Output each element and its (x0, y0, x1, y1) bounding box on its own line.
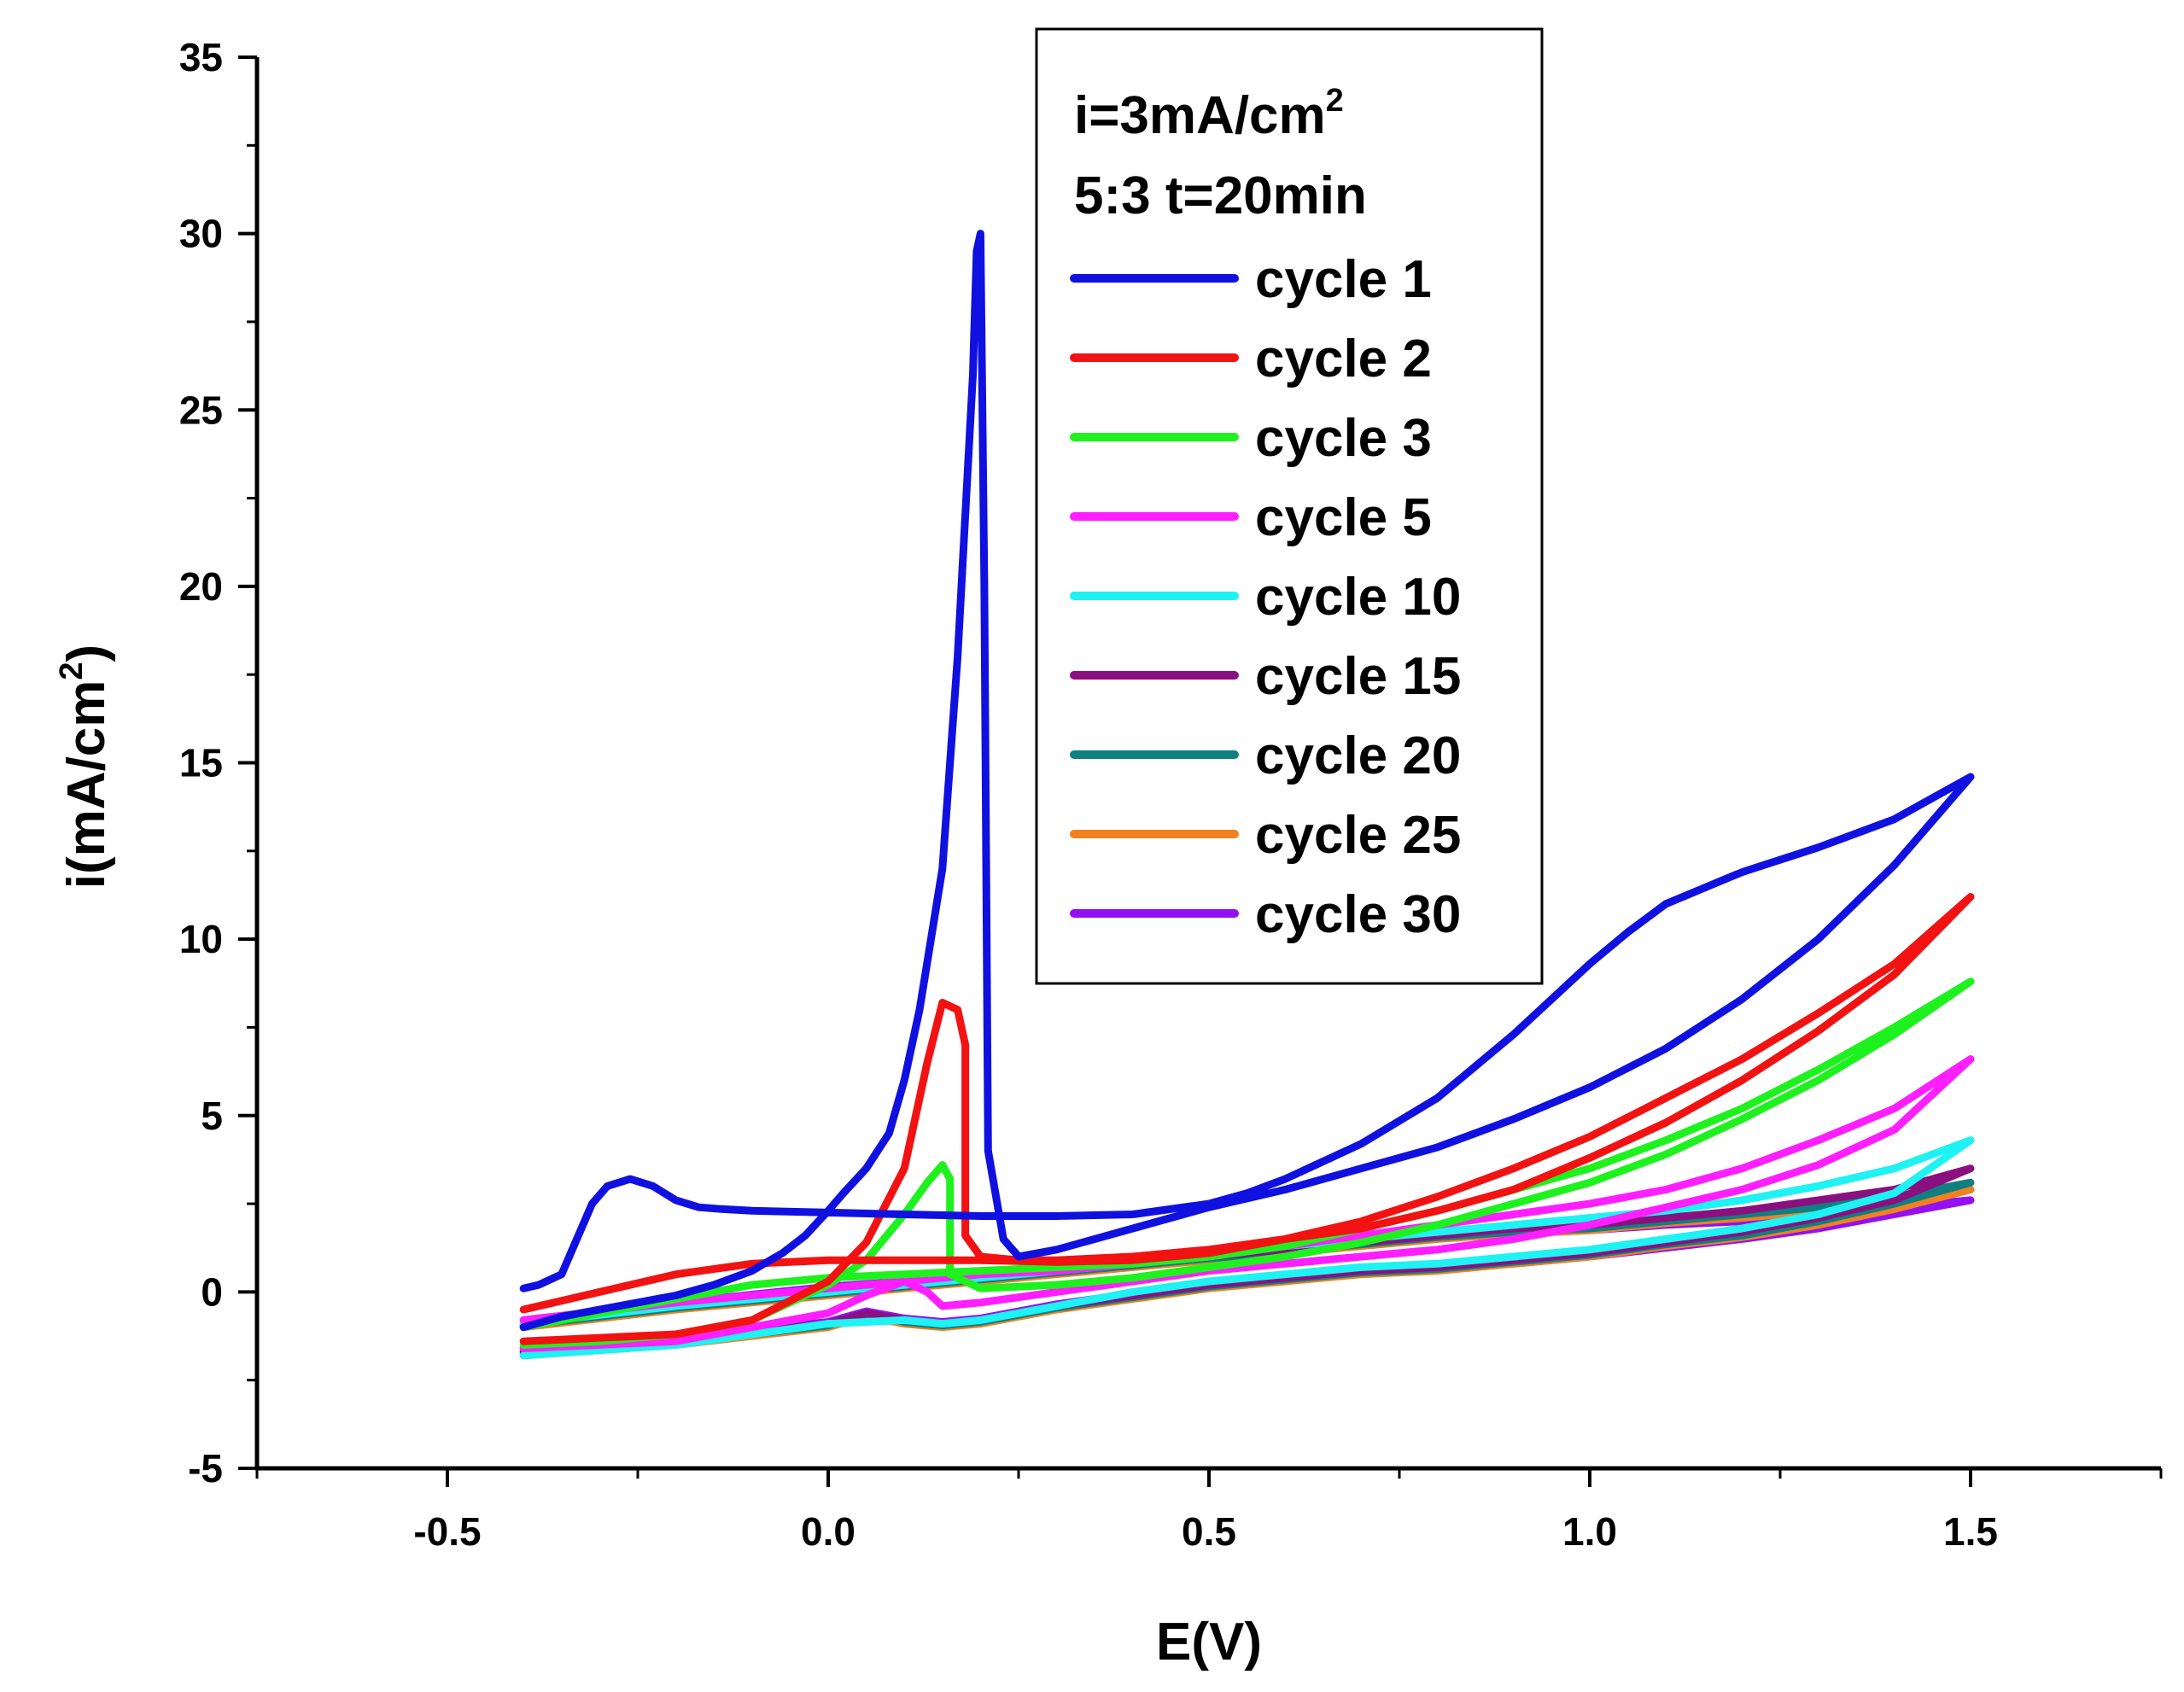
y-axis-title-main: i(mA/cm (57, 680, 116, 890)
y-tick-label: 25 (179, 388, 223, 432)
series-lines (519, 230, 1975, 1360)
legend-label-cycle-25: cycle 25 (1255, 806, 1461, 865)
y-tick-label: 20 (179, 564, 223, 609)
legend-label-cycle-2: cycle 2 (1255, 330, 1432, 388)
series-line-cycle-3 (519, 977, 1975, 1349)
y-axis-title-close: ) (57, 645, 116, 662)
y-axis-title: i(mA/cm2) (54, 645, 116, 889)
x-tick-label: 0.0 (801, 1509, 855, 1554)
legend-label-cycle-20: cycle 20 (1255, 726, 1461, 785)
y-tick-label: 35 (179, 35, 223, 79)
y-tick-label: 10 (179, 917, 223, 961)
y-axis-title-superscript: 2 (54, 662, 90, 680)
legend-label-cycle-3: cycle 3 (1255, 409, 1432, 468)
x-tick-label: 0.5 (1182, 1509, 1236, 1554)
y-tick-label: 15 (179, 741, 223, 785)
x-tick-label: 1.5 (1943, 1509, 1998, 1554)
legend-header-line1: i=3mA/cm2 (1074, 83, 1344, 145)
series-line-cycle-2 (519, 893, 1975, 1345)
legend-header-line2: 5:3 t=20min (1074, 166, 1367, 225)
legend-label-cycle-1: cycle 1 (1255, 250, 1432, 309)
y-tick-label: 30 (179, 212, 223, 256)
legend-header-main: i=3mA/cm (1074, 86, 1326, 145)
x-tick-label: 1.0 (1562, 1509, 1617, 1554)
y-tick-label: 0 (201, 1269, 223, 1314)
legend-label-cycle-5: cycle 5 (1255, 488, 1432, 547)
legend-label-cycle-10: cycle 10 (1255, 568, 1461, 627)
x-axis-title: E(V) (1156, 1613, 1262, 1672)
axis-ticks: -5 0 5 10 15 20 25 30 35 -0.5 0.0 0.5 1.0 1.5 (179, 35, 2163, 1554)
legend-label-cycle-30: cycle 30 (1255, 885, 1461, 944)
legend-label-cycle-15: cycle 15 (1255, 647, 1461, 706)
series-line-cycle-1 (519, 230, 1975, 1332)
legend-entries: cycle 1 cycle 2 cycle 3 cycle 5 cycle 10 cycl… (1070, 250, 1461, 944)
x-tick-label: -0.5 (413, 1509, 481, 1554)
legend-box (1035, 27, 1544, 985)
y-tick-label: -5 (188, 1446, 223, 1491)
y-tick-label: 5 (201, 1094, 223, 1138)
legend-header-superscript: 2 (1326, 83, 1344, 119)
